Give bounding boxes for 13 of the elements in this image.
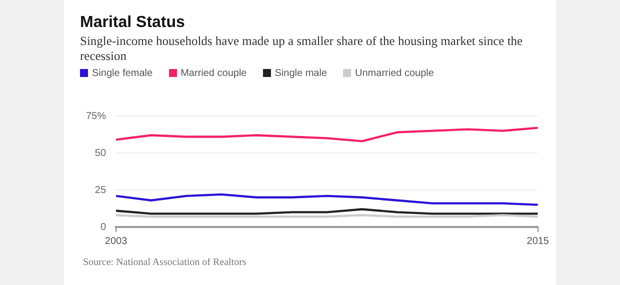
y-tick-label: 25 <box>94 184 106 196</box>
x-tick-label: 2003 <box>104 236 128 247</box>
legend-label: Single female <box>91 68 153 79</box>
legend-label: Single male <box>274 68 328 79</box>
legend-label: Unmarried couple <box>354 68 434 79</box>
y-tick-label: 0 <box>100 222 106 233</box>
legend-label: Married couple <box>180 68 247 79</box>
x-tick-label: 2015 <box>526 236 550 247</box>
chart-subtitle: Single-income households have made up a smaller share of the housing market since the recession <box>80 34 524 64</box>
y-tick-label: 75% <box>86 110 106 122</box>
y-tick-label: 50 <box>94 148 106 159</box>
chart-title: Marital Status <box>80 14 185 32</box>
source-note: Source: National Association of Realtors <box>83 257 246 268</box>
